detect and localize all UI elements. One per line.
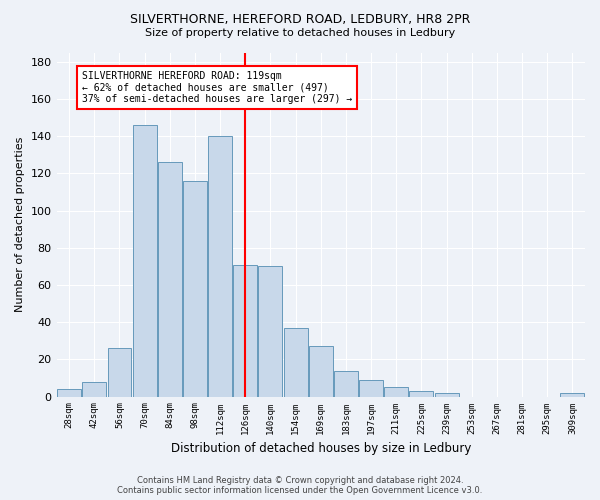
Bar: [233, 264, 257, 396]
Bar: [434, 393, 458, 396]
Bar: [158, 162, 182, 396]
Bar: [259, 266, 283, 396]
Bar: [309, 346, 333, 397]
Text: SILVERTHORNE, HEREFORD ROAD, LEDBURY, HR8 2PR: SILVERTHORNE, HEREFORD ROAD, LEDBURY, HR…: [130, 12, 470, 26]
Bar: [133, 125, 157, 396]
Bar: [107, 348, 131, 397]
Bar: [57, 389, 81, 396]
Bar: [560, 393, 584, 396]
Bar: [82, 382, 106, 396]
Bar: [385, 388, 408, 396]
Bar: [359, 380, 383, 396]
X-axis label: Distribution of detached houses by size in Ledbury: Distribution of detached houses by size …: [170, 442, 471, 455]
Text: SILVERTHORNE HEREFORD ROAD: 119sqm
← 62% of detached houses are smaller (497)
37: SILVERTHORNE HEREFORD ROAD: 119sqm ← 62%…: [82, 71, 352, 104]
Bar: [183, 181, 207, 396]
Bar: [409, 391, 433, 396]
Bar: [334, 370, 358, 396]
Bar: [208, 136, 232, 396]
Text: Contains HM Land Registry data © Crown copyright and database right 2024.
Contai: Contains HM Land Registry data © Crown c…: [118, 476, 482, 495]
Bar: [284, 328, 308, 396]
Text: Size of property relative to detached houses in Ledbury: Size of property relative to detached ho…: [145, 28, 455, 38]
Y-axis label: Number of detached properties: Number of detached properties: [15, 137, 25, 312]
